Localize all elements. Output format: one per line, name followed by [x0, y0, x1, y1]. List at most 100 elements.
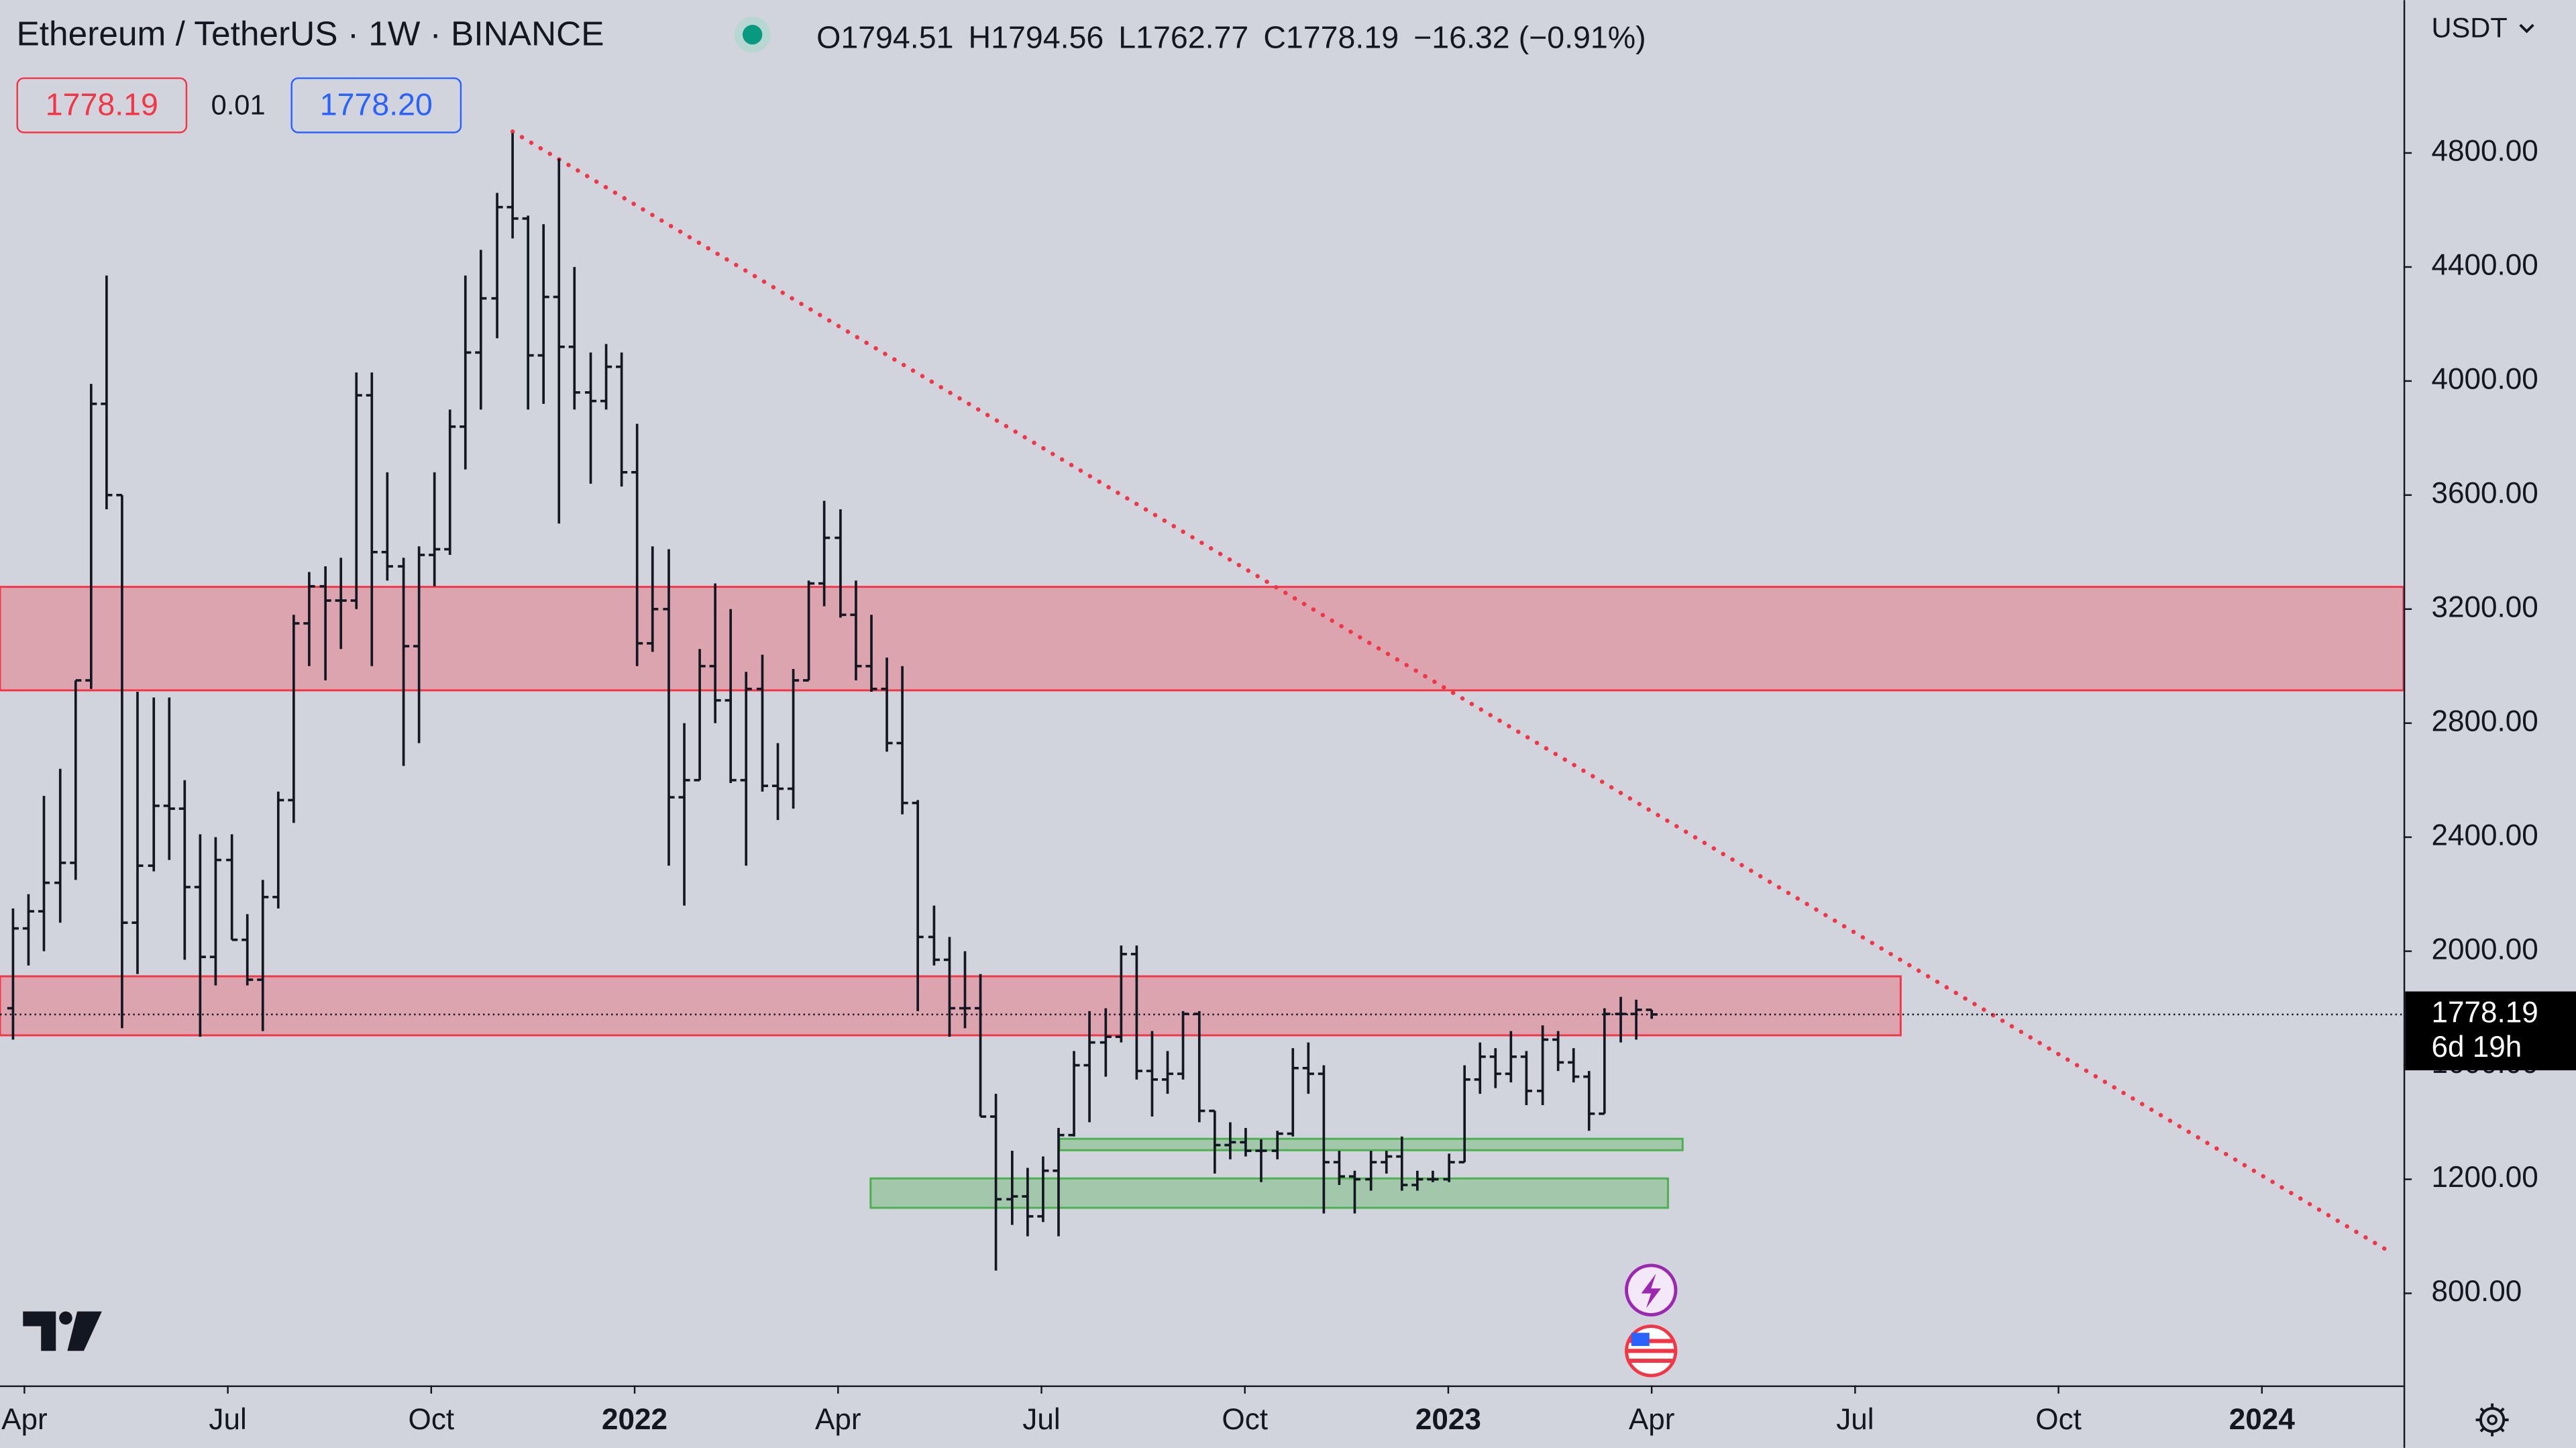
y-tick-label: 4800.00: [2431, 135, 2538, 168]
ohlc-bar: [1474, 1042, 1486, 1094]
zone: [869, 1177, 1669, 1209]
zone: [0, 586, 2404, 692]
ohlc-bar: [1193, 1011, 1205, 1123]
ohlc-bar: [1646, 1009, 1658, 1019]
ohlc-bar: [1224, 1122, 1236, 1159]
ohlc-bar: [148, 697, 160, 872]
ohlc-bar: [1520, 1051, 1532, 1106]
ohlc-bar: [101, 275, 113, 510]
ohlc-bar: [491, 193, 503, 339]
x-tick-label: 2022: [602, 1403, 667, 1436]
ohlc-bar: [896, 666, 908, 815]
ohlc-bar: [1240, 1128, 1252, 1157]
ohlc-bar: [350, 372, 362, 609]
ohlc-bar: [1115, 945, 1127, 1043]
ohlc-bar: [38, 796, 50, 951]
ohlc-bar: [1022, 1168, 1034, 1237]
legend-value: −16.32 (−0.91%): [1413, 19, 1646, 54]
ohlc-bar: [1568, 1048, 1580, 1083]
ohlc-bar: [398, 558, 410, 766]
ohlc-bar: [865, 615, 877, 692]
chart-title: Ethereum / TetherUS · 1W · BINANCE: [16, 14, 604, 53]
event-icon[interactable]: [1625, 1325, 1678, 1378]
ohlc-bar: [1505, 1031, 1517, 1083]
zone: [1058, 1137, 1684, 1151]
spread: 0.01: [211, 89, 266, 120]
y-tick-label: 2800.00: [2431, 705, 2538, 737]
ohlc-bar: [116, 493, 128, 1029]
ohlc-bar: [7, 908, 19, 1040]
ohlc-bar: [506, 133, 519, 239]
ohlc-bar: [1396, 1136, 1408, 1191]
price-countdown: 6d 19h: [2431, 1031, 2522, 1064]
x-tick-label: Jul: [1836, 1403, 1874, 1436]
y-tick-label: 3200.00: [2431, 590, 2538, 623]
ohlc-bar: [319, 566, 331, 680]
ohlc-bar: [131, 691, 144, 974]
ohlc-bar: [787, 668, 800, 809]
status-dot: [742, 24, 763, 45]
ohlc-bar: [429, 472, 441, 586]
price-badge: [2405, 991, 2576, 1071]
ohlc-bar: [303, 572, 315, 666]
sell-box[interactable]: [16, 77, 188, 134]
x-tick-label: Apr: [1629, 1403, 1675, 1436]
x-tick-label: Oct: [409, 1403, 455, 1436]
ohlc-bar: [1458, 1065, 1470, 1163]
ohlc-bar: [1583, 1071, 1595, 1131]
ohlc-bar: [413, 546, 425, 743]
ohlc-bar: [771, 743, 784, 821]
y-tick-label: 2000.00: [2431, 933, 2538, 966]
ohlc-bar: [1318, 1065, 1330, 1214]
ohlc-bar: [1037, 1156, 1049, 1223]
currency[interactable]: USDT: [2431, 11, 2507, 43]
ohlc-bar: [616, 352, 628, 487]
ohlc-bar: [694, 649, 706, 782]
ohlc-bar: [1068, 1051, 1080, 1137]
ohlc-bar: [257, 880, 269, 1031]
ohlc-bar: [1381, 1151, 1393, 1174]
ohlc-bar: [178, 780, 191, 960]
ohlc-bar: [959, 951, 971, 1029]
ohlc-bar: [272, 791, 284, 909]
ohlc-bar: [1443, 1153, 1455, 1182]
ohlc-bar: [1006, 1151, 1018, 1225]
ohlc-bar: [1130, 945, 1142, 1080]
settings-icon[interactable]: [2475, 1403, 2509, 1437]
ohlc-bar: [22, 894, 35, 966]
legend-value: H1794.56: [969, 19, 1104, 54]
ohlc-bar: [740, 672, 752, 866]
ohlc-bar: [1053, 1128, 1065, 1237]
legend-value: O1794.51: [816, 19, 953, 54]
ohlc-bar: [460, 275, 472, 470]
ohlc-bar: [1177, 1011, 1189, 1080]
ohlc-bar: [1146, 1031, 1159, 1117]
ohlc-bar: [1209, 1109, 1221, 1174]
ohlc-bar: [163, 697, 175, 860]
ohlc-bar: [600, 344, 612, 410]
buy-price: 1778.20: [320, 87, 433, 122]
ohlc-bar: [912, 800, 924, 1011]
ohlc-bar: [1630, 999, 1642, 1040]
y-tick-label: 3600.00: [2431, 476, 2538, 509]
ohlc-bar: [54, 768, 66, 923]
ohlc-bar: [678, 723, 690, 906]
ohlc-bar: [1615, 996, 1627, 1043]
ohlc-bar: [584, 352, 597, 484]
ohlc-bar: [724, 609, 737, 783]
ohlc-bar: [1411, 1170, 1424, 1191]
trend-line: [510, 129, 2393, 1255]
event-icon[interactable]: [1625, 1263, 1678, 1316]
x-tick-label: 2024: [2229, 1403, 2296, 1436]
ohlc-bar: [835, 509, 847, 618]
currency-caret: [2519, 23, 2534, 34]
ohlc-bar: [1552, 1031, 1564, 1072]
y-tick-label: 4000.00: [2431, 363, 2538, 396]
buy-box[interactable]: [290, 77, 462, 134]
ohlc-bar: [85, 384, 97, 689]
y-tick-label: 2400.00: [2431, 819, 2538, 851]
axes: 800.001200.001600.002000.002400.002800.0…: [1, 135, 2576, 1436]
ohlc-bar: [663, 549, 675, 866]
ohlc-bar: [631, 423, 643, 666]
